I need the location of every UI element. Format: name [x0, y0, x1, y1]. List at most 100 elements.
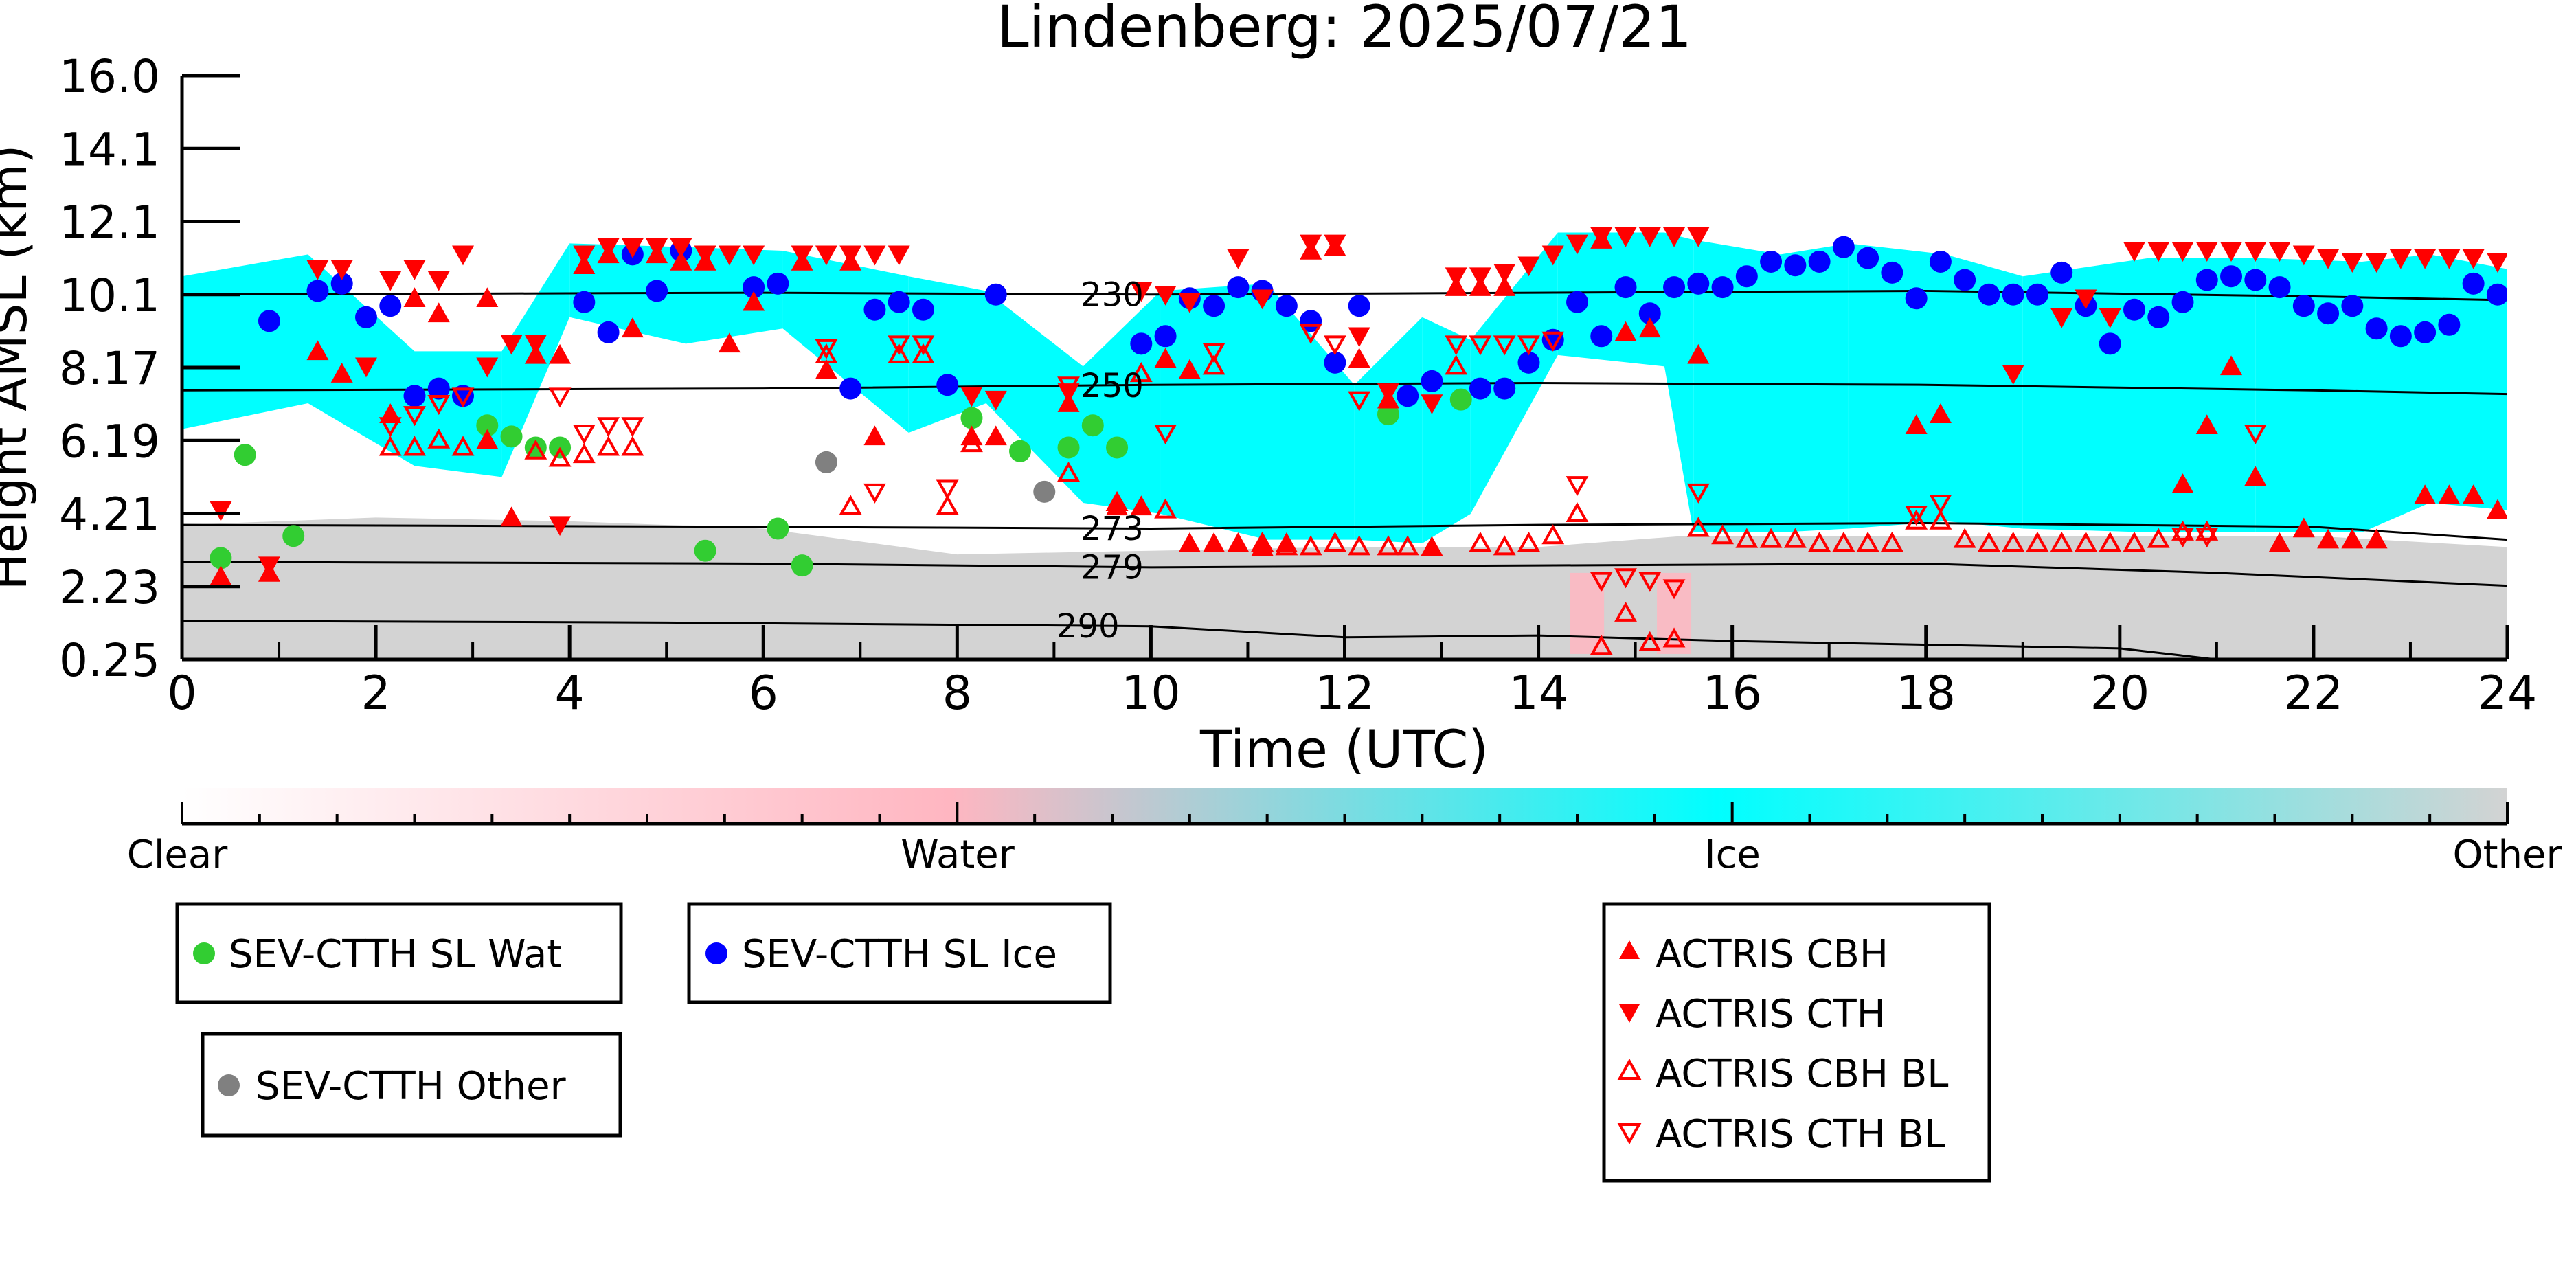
marker-actris-cth — [2462, 249, 2485, 269]
marker-actris-cbh — [1905, 414, 1928, 435]
x-tick-label: 2 — [361, 666, 390, 721]
x-tick-label: 0 — [167, 666, 196, 721]
y-tick-label: 2.23 — [59, 561, 160, 614]
marker-actris-cbh — [621, 317, 644, 338]
marker-actris-cth — [1469, 267, 1491, 288]
marker-sev-ctth-sl-wat — [1009, 440, 1032, 462]
marker-actris-cbh-bl — [1977, 531, 2000, 552]
marker-actris-cbh-bl — [1396, 535, 1419, 556]
marker-actris-cth-bl — [1590, 572, 1613, 592]
colorbar-label-clear: Clear — [127, 833, 228, 877]
marker-actris-cbh-bl — [2171, 520, 2194, 541]
legend-marker-actris-cth-bl — [1617, 1123, 1642, 1145]
marker-sev-ctth-sl-ice — [1638, 302, 1661, 325]
marker-actris-cth — [2123, 242, 2145, 262]
marker-actris-cth — [621, 238, 644, 258]
marker-actris-cth — [2268, 242, 2291, 262]
x-tick-label: 18 — [1896, 666, 1956, 721]
marker-actris-cth — [2220, 242, 2243, 262]
marker-actris-cbh — [2365, 528, 2388, 549]
marker-actris-cbh — [1687, 343, 1710, 364]
marker-sev-ctth-sl-ice — [403, 385, 426, 407]
marker-actris-cth-bl — [548, 387, 572, 408]
marker-sev-ctth-sl-ice — [306, 280, 329, 302]
y-tick-label: 0.25 — [59, 634, 160, 687]
marker-sev-ctth-sl-ice — [2486, 283, 2507, 306]
marker-actris-cbh — [500, 506, 523, 527]
isotherm-label: 230 — [1081, 275, 1144, 314]
marker-sev-ctth-sl-ice — [330, 272, 353, 295]
marker-actris-cbh-bl — [1377, 535, 1400, 556]
y-tick-label: 4.21 — [59, 488, 160, 541]
marker-sev-ctth-sl-wat — [500, 425, 523, 448]
marker-actris-cth — [1324, 234, 1346, 255]
marker-actris-cbh — [1178, 532, 1201, 552]
marker-actris-cth — [2486, 253, 2507, 273]
marker-actris-cbh — [1203, 532, 1225, 552]
marker-actris-cbh-bl — [1445, 354, 1468, 375]
marker-sev-ctth-sl-ice — [2147, 306, 2170, 328]
ice-cloud-segment — [2149, 258, 2256, 532]
marker-actris-cbh-bl — [1323, 531, 1346, 552]
colorbar-ticks — [181, 802, 2509, 824]
marker-actris-cbh-bl — [1517, 531, 1540, 552]
marker-actris-cth — [524, 335, 547, 355]
marker-sev-ctth-sl-ice — [1421, 370, 1443, 392]
marker-actris-cth — [1566, 234, 1588, 255]
marker-actris-cth — [2438, 249, 2461, 269]
marker-actris-cth — [258, 556, 280, 577]
ice-cloud-segment — [1848, 243, 1945, 529]
marker-actris-cbh — [2438, 484, 2461, 505]
marker-actris-cbh — [427, 302, 450, 323]
marker-actris-cbh-bl — [1905, 509, 1928, 530]
marker-actris-cbh-bl — [1711, 524, 1734, 545]
marker-actris-cth — [863, 245, 886, 266]
marker-actris-cbh-bl — [1129, 362, 1153, 383]
marker-actris-cth — [2002, 365, 2024, 385]
marker-actris-cth — [2050, 308, 2073, 328]
marker-actris-cbh-bl — [1105, 490, 1129, 511]
marker-actris-cbh-bl — [839, 495, 862, 515]
marker-actris-cbh-bl — [888, 343, 911, 363]
marker-actris-cbh-bl — [1251, 531, 1274, 552]
marker-actris-cbh — [476, 287, 499, 308]
marker-sev-ctth-sl-ice — [2026, 283, 2048, 306]
marker-sev-ctth-sl-ice — [1397, 385, 1419, 407]
marker-actris-cth — [2365, 253, 2388, 273]
marker-sev-ctth-sl-ice — [1227, 276, 1250, 299]
marker-actris-cth — [1348, 327, 1370, 348]
marker-sev-ctth-sl-ice — [354, 306, 377, 328]
marker-actris-cth — [743, 245, 765, 266]
marker-actris-cth — [694, 245, 716, 266]
y-tick-label: 14.1 — [59, 123, 160, 176]
legend-label-sev-other: SEV-CTTH Other — [256, 1064, 567, 1109]
marker-actris-cbh-bl — [1759, 528, 1783, 548]
marker-actris-cth — [984, 390, 1007, 411]
isotherm-label: 250 — [1081, 367, 1144, 405]
ice-cloud-segment — [2255, 258, 2362, 532]
marker-actris-cth — [1663, 227, 1686, 247]
marker-actris-cth — [210, 501, 232, 521]
marker-actris-cth — [500, 335, 523, 355]
x-axis-label: Time (UTC) — [1199, 719, 1489, 780]
marker-actris-cth-bl — [936, 479, 959, 500]
axis-ticks: 0 2 4 6 8 10 12 14 16 18 20 22 240.252.234.216.198.1… — [59, 50, 2537, 721]
marker-sev-ctth-sl-wat — [476, 414, 499, 437]
isotherm-line — [182, 382, 2507, 396]
marker-actris-cbh — [403, 287, 426, 308]
marker-actris-cth — [2341, 253, 2364, 273]
marker-sev-ctth-sl-ice — [1735, 265, 1758, 288]
marker-actris-cbh — [1638, 317, 1661, 338]
marker-actris-cth — [888, 245, 910, 266]
ice-cloud-segment — [1470, 232, 1558, 515]
marker-actris-cth — [1614, 227, 1637, 247]
marker-sev-ctth-sl-ice — [2099, 332, 2121, 355]
marker-actris-cth — [306, 260, 329, 280]
marker-actris-cth — [2317, 249, 2340, 269]
ice-cloud-segment — [686, 247, 783, 344]
marker-actris-cth-bl — [1469, 335, 1492, 356]
marker-sev-ctth-sl-wat — [1106, 436, 1129, 459]
marker-sev-ctth-sl-ice — [839, 377, 862, 400]
marker-sev-ctth-sl-ice — [767, 272, 789, 295]
